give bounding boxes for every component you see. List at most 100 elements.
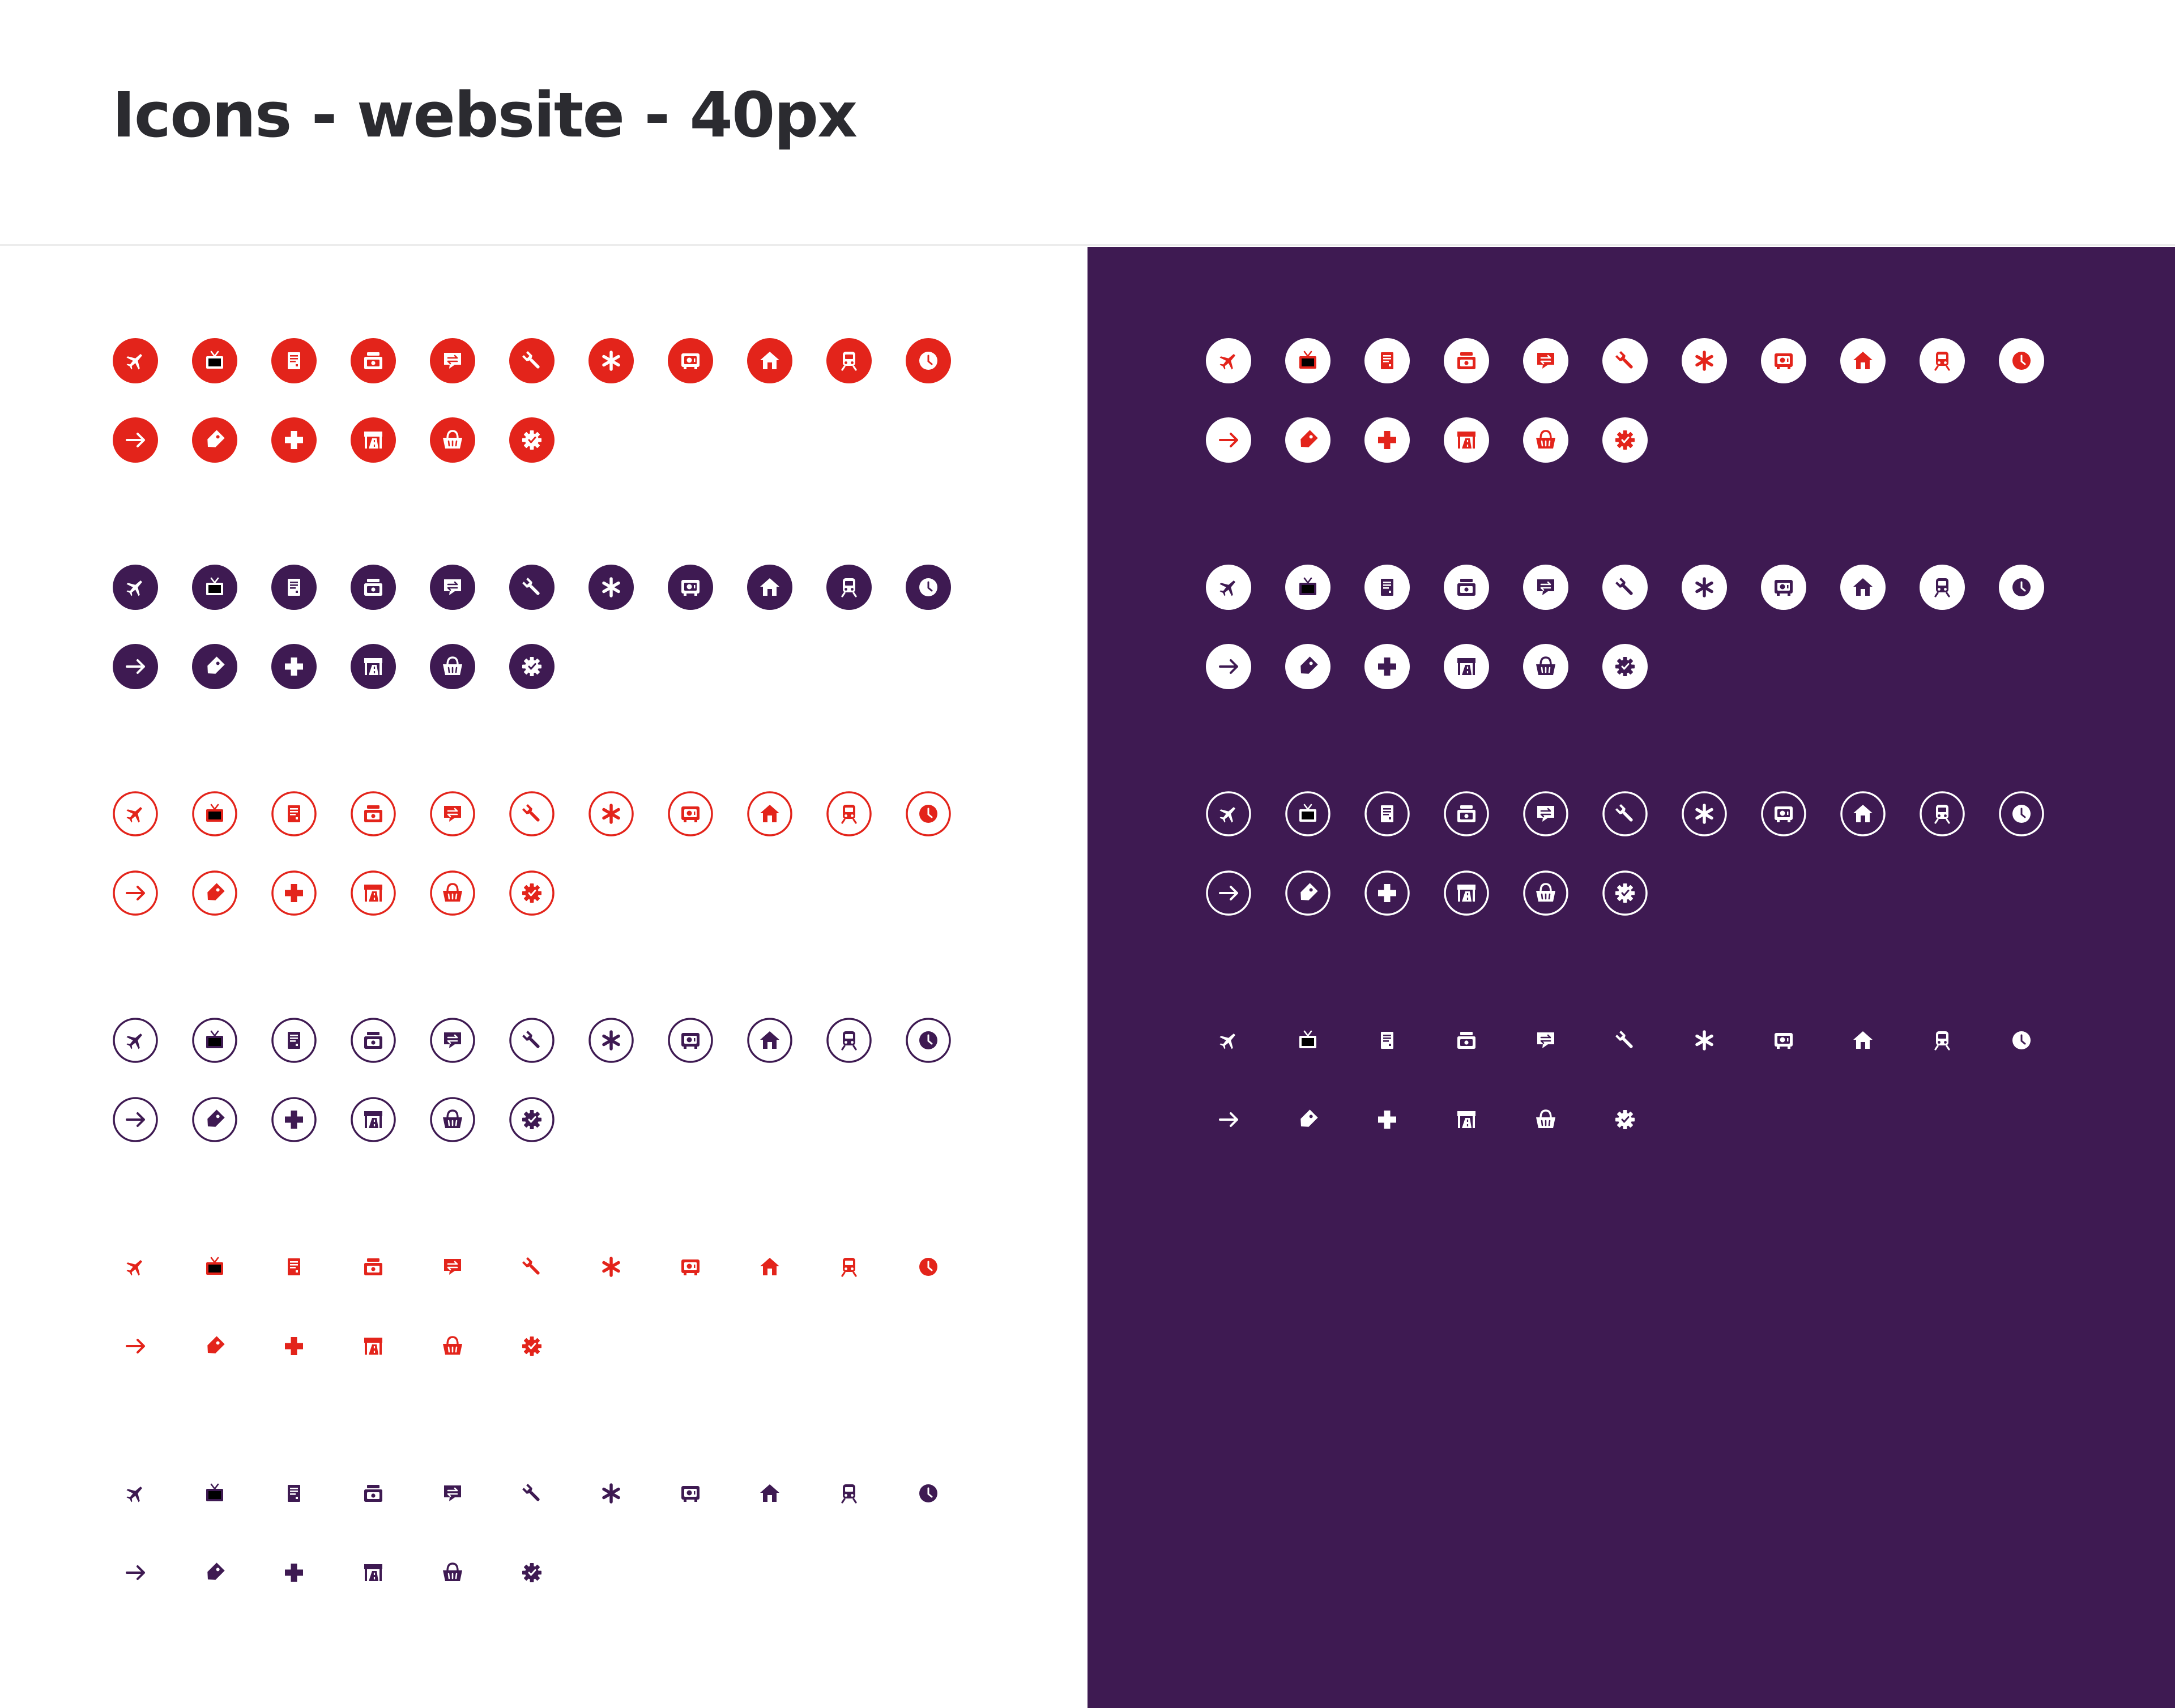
wrench-icon — [509, 1244, 555, 1290]
page-title: Icons - website - 40px — [112, 79, 858, 151]
gear-badge-icon — [1602, 643, 1648, 690]
safe-icon — [667, 791, 714, 837]
plus-icon — [271, 870, 317, 916]
clock-icon — [1998, 338, 2045, 384]
clock-icon — [1998, 1017, 2045, 1064]
basket-icon — [429, 417, 476, 463]
tag-icon — [191, 1096, 238, 1143]
tag-icon — [191, 870, 238, 916]
tag-icon — [191, 1549, 238, 1596]
highway-icon — [350, 643, 396, 690]
arrow-right-icon — [112, 417, 159, 463]
plus-icon — [271, 417, 317, 463]
tag-icon — [1285, 1096, 1331, 1143]
wrench-icon — [509, 1017, 555, 1064]
home-icon — [747, 338, 793, 384]
asterisk-icon — [1681, 1017, 1728, 1064]
tag-icon — [1285, 643, 1331, 690]
arrow-right-icon — [112, 643, 159, 690]
tv-icon — [1285, 791, 1331, 837]
arrow-right-icon — [112, 1323, 159, 1369]
clock-icon — [905, 1470, 952, 1517]
exchange-icon — [1522, 564, 1569, 610]
train-icon — [1919, 791, 1965, 837]
airplane-icon — [112, 564, 159, 610]
train-icon — [826, 338, 872, 384]
home-icon — [747, 1244, 793, 1290]
asterisk-icon — [1681, 338, 1728, 384]
highway-icon — [1443, 1096, 1490, 1143]
gear-badge-icon — [1602, 870, 1648, 916]
exchange-icon — [429, 564, 476, 610]
arrow-right-icon — [112, 1549, 159, 1596]
asterisk-icon — [588, 1017, 634, 1064]
exchange-icon — [429, 1244, 476, 1290]
arrow-right-icon — [112, 870, 159, 916]
tv-icon — [191, 791, 238, 837]
cash-register-icon — [350, 791, 396, 837]
wrench-icon — [509, 1470, 555, 1517]
arrow-right-icon — [112, 1096, 159, 1143]
tag-icon — [1285, 870, 1331, 916]
page-header: Icons - website - 40px — [0, 0, 2175, 246]
gear-badge-icon — [509, 643, 555, 690]
plus-icon — [1364, 643, 1410, 690]
safe-icon — [1760, 1017, 1807, 1064]
document-icon — [271, 1244, 317, 1290]
asterisk-icon — [588, 1470, 634, 1517]
plus-icon — [271, 1323, 317, 1369]
highway-icon — [350, 417, 396, 463]
highway-icon — [350, 1549, 396, 1596]
exchange-icon — [429, 791, 476, 837]
wrench-icon — [509, 338, 555, 384]
clock-icon — [905, 791, 952, 837]
home-icon — [1840, 791, 1886, 837]
clock-icon — [905, 1244, 952, 1290]
basket-icon — [429, 870, 476, 916]
safe-icon — [1760, 564, 1807, 610]
airplane-icon — [112, 1244, 159, 1290]
train-icon — [826, 564, 872, 610]
arrow-right-icon — [1205, 643, 1252, 690]
tv-icon — [1285, 564, 1331, 610]
highway-icon — [1443, 417, 1490, 463]
highway-icon — [350, 1323, 396, 1369]
airplane-icon — [112, 1017, 159, 1064]
airplane-icon — [1205, 338, 1252, 384]
tv-icon — [1285, 1017, 1331, 1064]
cash-register-icon — [350, 1470, 396, 1517]
tv-icon — [191, 564, 238, 610]
exchange-icon — [1522, 791, 1569, 837]
safe-icon — [667, 564, 714, 610]
plus-icon — [1364, 417, 1410, 463]
gear-badge-icon — [1602, 1096, 1648, 1143]
dark-panel — [1088, 247, 2175, 1708]
tv-icon — [191, 1244, 238, 1290]
clock-icon — [905, 1017, 952, 1064]
airplane-icon — [112, 338, 159, 384]
cash-register-icon — [1443, 564, 1490, 610]
highway-icon — [1443, 870, 1490, 916]
document-icon — [271, 338, 317, 384]
home-icon — [747, 564, 793, 610]
tv-icon — [1285, 338, 1331, 384]
asterisk-icon — [588, 1244, 634, 1290]
tag-icon — [191, 417, 238, 463]
plus-icon — [271, 1549, 317, 1596]
exchange-icon — [429, 1017, 476, 1064]
train-icon — [826, 1470, 872, 1517]
cash-register-icon — [1443, 338, 1490, 384]
safe-icon — [667, 338, 714, 384]
gear-badge-icon — [509, 1549, 555, 1596]
safe-icon — [667, 1017, 714, 1064]
home-icon — [747, 1017, 793, 1064]
airplane-icon — [112, 1470, 159, 1517]
basket-icon — [429, 1096, 476, 1143]
train-icon — [1919, 564, 1965, 610]
train-icon — [1919, 1017, 1965, 1064]
gear-badge-icon — [509, 1096, 555, 1143]
tv-icon — [191, 338, 238, 384]
document-icon — [271, 1017, 317, 1064]
asterisk-icon — [588, 791, 634, 837]
tv-icon — [191, 1470, 238, 1517]
